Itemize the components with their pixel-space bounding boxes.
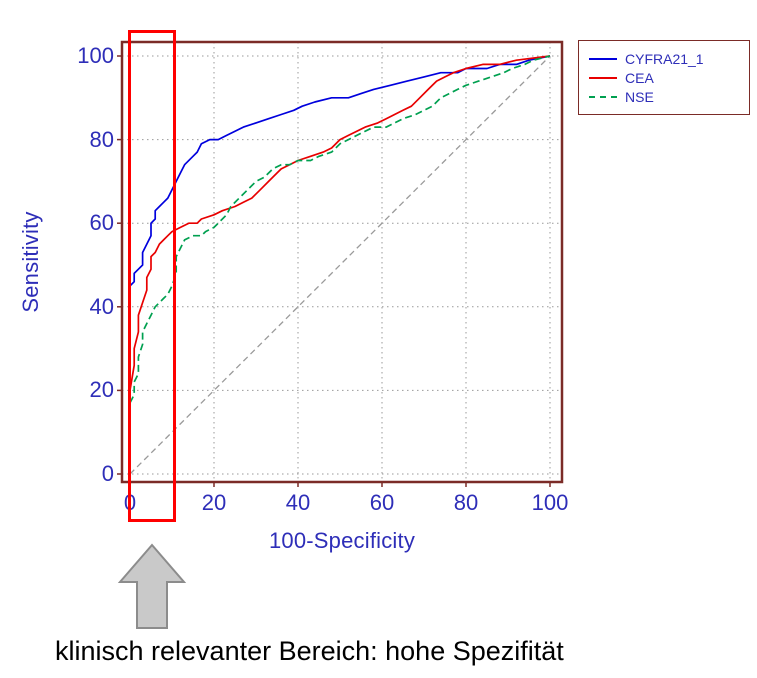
legend-entry-cyfra21-1: CYFRA21_1 (589, 49, 741, 68)
legend-entry-nse: NSE (589, 87, 741, 106)
y-tick-label: 80 (89, 126, 114, 152)
y-tick-label: 60 (89, 210, 114, 236)
y-tick-label: 20 (89, 377, 114, 403)
x-tick-label: 40 (285, 490, 311, 515)
legend-label: CYFRA21_1 (625, 50, 704, 67)
y-tick-label: 40 (89, 293, 114, 319)
y-axis-label: Sensitivity (18, 211, 43, 313)
highlight-rectangle (128, 30, 176, 522)
nse-line-sample-icon (589, 95, 617, 98)
x-axis-label: 100-Specificity (268, 528, 416, 553)
y-tick-label: 100 (77, 43, 114, 68)
legend-label: CEA (625, 69, 654, 86)
x-tick-label: 60 (369, 490, 395, 515)
legend-entry-cea: CEA (589, 68, 741, 87)
x-tick-label: 80 (453, 490, 479, 515)
cyfra21-1-line-sample-icon (589, 57, 617, 60)
cea-line-sample-icon (589, 76, 617, 79)
legend-label: NSE (625, 88, 654, 105)
x-tick-label: 20 (201, 490, 227, 515)
y-tick-label: 0 (101, 461, 114, 486)
legend: CYFRA21_1 CEA NSE (578, 40, 750, 115)
x-tick-label: 100 (531, 490, 569, 515)
caption-text: klinisch relevanter Bereich: hohe Spezif… (55, 636, 564, 666)
